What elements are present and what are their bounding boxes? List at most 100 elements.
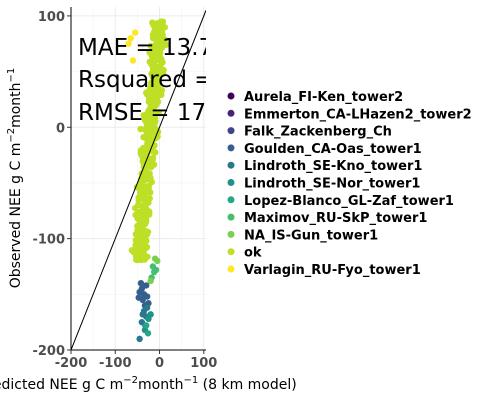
legend-marker xyxy=(227,109,235,117)
legend-label: Falk_Zackenberg_Ch xyxy=(244,125,392,140)
data-point xyxy=(139,311,146,318)
data-point xyxy=(155,80,162,87)
data-point xyxy=(140,183,148,190)
data-point xyxy=(131,204,139,212)
rsquared-text: Rsquared = xyxy=(78,67,214,93)
legend-marker xyxy=(227,92,235,100)
data-point xyxy=(129,57,137,64)
data-point xyxy=(144,130,151,137)
data-point xyxy=(157,18,165,25)
legend-label: NA_IS-Gun_tower1 xyxy=(244,228,378,243)
legend-item: ok xyxy=(227,246,262,261)
y-axis: -200 -100 0 100 xyxy=(32,7,72,359)
x-tick-label: -200 xyxy=(55,356,88,371)
data-point xyxy=(141,168,148,175)
data-point xyxy=(137,150,145,157)
legend-item: Lindroth_SE-Nor_tower1 xyxy=(227,177,420,192)
data-point xyxy=(158,36,165,44)
legend-item: Falk_Zackenberg_Ch xyxy=(227,125,392,140)
legend-label: Lindroth_SE-Kno_tower1 xyxy=(244,159,422,174)
legend-item: NA_IS-Gun_tower1 xyxy=(227,228,378,243)
legend-item: Emmerton_CA-LHazen2_tower2 xyxy=(227,107,472,122)
data-point xyxy=(143,304,151,311)
legend-marker xyxy=(227,230,235,238)
legend-label: Emmerton_CA-LHazen2_tower2 xyxy=(244,107,472,122)
y-tick-label: 100 xyxy=(38,10,65,25)
data-point xyxy=(138,243,146,250)
data-point xyxy=(137,125,144,133)
x-tick-label: -100 xyxy=(99,356,132,371)
data-point xyxy=(151,255,159,262)
data-point xyxy=(143,282,150,289)
legend-item: Goulden_CA-Oas_tower1 xyxy=(227,142,422,157)
data-point xyxy=(146,195,153,202)
data-point xyxy=(132,236,140,244)
data-point xyxy=(154,64,161,72)
legend-label: ok xyxy=(244,246,262,261)
legend-item: Varlagin_RU-Fyo_tower1 xyxy=(227,263,421,278)
data-point xyxy=(149,130,156,137)
data-point xyxy=(148,120,156,128)
data-point xyxy=(149,31,157,38)
legend-label: Maximov_RU-SkP_tower1 xyxy=(244,211,427,226)
legend-item: Maximov_RU-SkP_tower1 xyxy=(227,211,427,226)
data-point xyxy=(131,29,139,36)
data-point xyxy=(137,279,145,287)
data-point xyxy=(136,335,143,343)
legend: Aurela_FI-Ken_tower2 Emmerton_CA-LHazen2_… xyxy=(227,90,472,278)
y-tick-label: -200 xyxy=(32,344,65,359)
data-point xyxy=(157,57,165,64)
data-point xyxy=(132,243,140,250)
data-point xyxy=(144,141,151,148)
data-point xyxy=(151,114,159,122)
legend-label: Goulden_CA-Oas_tower1 xyxy=(244,142,422,157)
legend-marker xyxy=(227,213,235,221)
rmse-text: RMSE = 17 xyxy=(78,100,206,126)
data-point xyxy=(127,34,134,42)
legend-item: Lopez-Blanco_GL-Zaf_tower1 xyxy=(227,194,454,209)
data-point xyxy=(155,109,162,116)
legend-item: Lindroth_SE-Kno_tower1 xyxy=(227,159,422,174)
data-point xyxy=(149,19,156,26)
data-point xyxy=(144,330,152,337)
data-point xyxy=(143,293,151,300)
data-point xyxy=(142,219,150,226)
x-ticks: -200 -100 0 100 xyxy=(55,350,217,371)
legend-label: Aurela_FI-Ken_tower2 xyxy=(244,90,403,105)
y-tick-label: -100 xyxy=(32,233,65,248)
data-point xyxy=(150,74,158,81)
legend-marker xyxy=(227,248,235,256)
data-point xyxy=(143,322,150,329)
x-tick-label: 0 xyxy=(155,356,164,371)
x-axis-title: Predicted NEE g C m−2month−1 (8 km model… xyxy=(0,375,297,393)
data-point xyxy=(125,40,132,47)
y-ticks: -200 -100 0 100 xyxy=(32,10,71,359)
data-point xyxy=(146,58,153,66)
data-point xyxy=(148,84,156,91)
legend-marker xyxy=(227,144,235,152)
data-point xyxy=(154,98,162,106)
data-point xyxy=(151,59,158,66)
stats-annotation: MAE = 13.7 Rsquared = RMSE = 17 xyxy=(78,35,214,126)
x-axis: -200 -100 0 100 xyxy=(55,349,217,371)
data-point xyxy=(158,42,165,50)
data-point xyxy=(152,149,159,156)
data-point xyxy=(156,47,163,55)
data-point xyxy=(158,91,165,98)
data-point xyxy=(143,210,150,218)
data-point xyxy=(158,69,165,76)
data-point xyxy=(145,163,153,170)
data-point xyxy=(148,104,156,112)
data-points xyxy=(125,18,170,343)
identity-line xyxy=(71,10,206,350)
data-point xyxy=(135,294,142,301)
mae-text: MAE = 13.7 xyxy=(78,35,213,61)
legend-marker xyxy=(227,127,235,135)
data-point xyxy=(135,213,143,220)
y-tick-label: 0 xyxy=(56,121,65,136)
data-point xyxy=(132,230,140,238)
data-point xyxy=(147,277,154,285)
data-point xyxy=(150,161,158,168)
legend-marker xyxy=(227,196,235,204)
data-point xyxy=(140,226,147,233)
